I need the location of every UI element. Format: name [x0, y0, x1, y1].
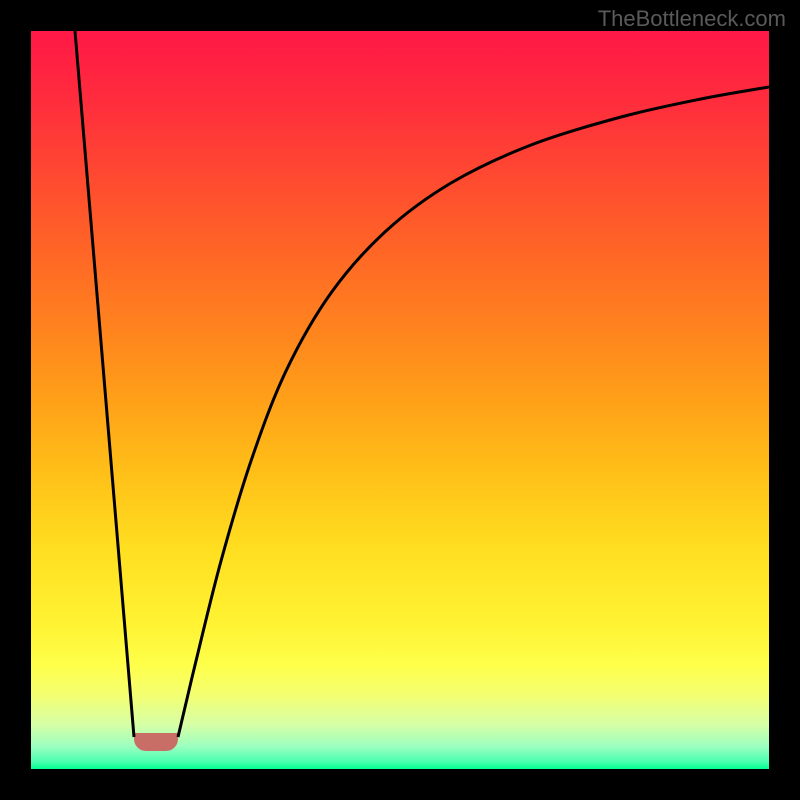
plot-area [31, 31, 769, 769]
minimum-marker [134, 733, 178, 751]
gradient-background [31, 31, 769, 769]
attribution-text: TheBottleneck.com [598, 6, 786, 32]
